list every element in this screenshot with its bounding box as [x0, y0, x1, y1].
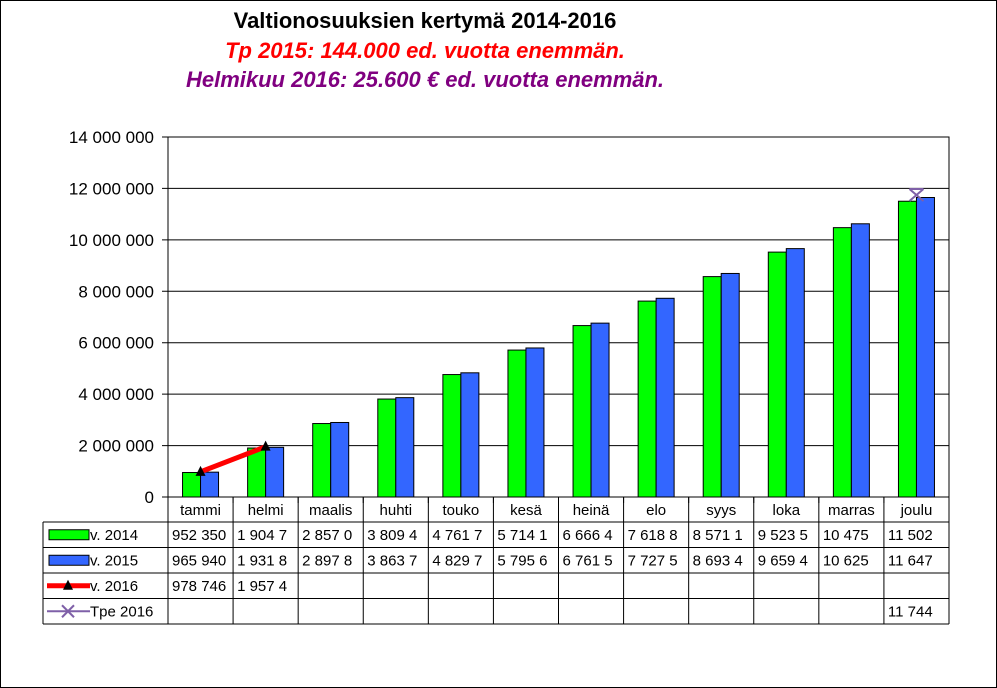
category-label: syys [706, 502, 736, 519]
table-cell: 5 714 1 [497, 527, 547, 544]
table-cell: 11 744 [888, 603, 933, 620]
bar [330, 421, 350, 498]
bar [702, 276, 722, 498]
category-label: helmi [248, 502, 284, 519]
y-tick-label: 10 000 000 [69, 231, 154, 250]
y-tick-label: 12 000 000 [69, 179, 154, 198]
table-cell: 7 618 8 [628, 527, 678, 544]
table-cell: 3 863 7 [367, 552, 417, 569]
bar [720, 272, 740, 498]
bar [395, 397, 415, 498]
table-cell: 6 761 5 [563, 552, 613, 569]
bar [460, 372, 480, 498]
table-cell: 9 659 4 [758, 552, 808, 569]
table-cell: 4 829 7 [432, 552, 482, 569]
bar [312, 423, 332, 498]
table-cell: 4 761 7 [432, 527, 482, 544]
table-cell: 1 904 7 [237, 527, 287, 544]
table-cell: 6 666 4 [563, 527, 613, 544]
table-cell: 8 693 4 [693, 552, 743, 569]
bar [265, 446, 285, 498]
legend-entry: v. 2015 [90, 552, 138, 569]
y-tick-label: 2 000 000 [78, 437, 154, 456]
category-label: elo [646, 502, 666, 519]
legend-entry: v. 2014 [90, 527, 138, 544]
category-label: kesä [510, 502, 542, 519]
category-label: joulu [900, 502, 933, 519]
table-cell: 8 571 1 [693, 527, 743, 544]
bar [442, 374, 462, 498]
table-cell: 952 350 [172, 527, 226, 544]
table-cell: 9 523 5 [758, 527, 808, 544]
category-label: tammi [180, 502, 221, 519]
legend-key [63, 579, 73, 590]
table-cell: 1 957 4 [237, 578, 287, 595]
table-cell: 965 940 [172, 552, 226, 569]
category-label: heinä [573, 502, 610, 519]
table-cell: 1 931 8 [237, 552, 287, 569]
bar [247, 447, 267, 498]
category-label: huhti [380, 502, 413, 519]
bar [655, 297, 675, 498]
category-label: marras [828, 502, 875, 519]
chart-subtitle-2015: Tp 2015: 144.000 ed. vuotta enemmän. [225, 38, 625, 63]
table-cell: 10 475 [823, 527, 869, 544]
table-cell: 2 857 0 [302, 527, 352, 544]
y-tick-label: 8 000 000 [78, 282, 154, 301]
bar [897, 200, 917, 498]
legend-entry: v. 2016 [90, 578, 138, 595]
bar [915, 197, 935, 498]
legend-key [48, 529, 90, 541]
data-table: tammi helmi maalis huhti touko kesä heinä elo sy… [42, 497, 950, 625]
bar [525, 347, 545, 498]
y-tick-label: 6 000 000 [78, 334, 154, 353]
y-tick-label: 14 000 000 [69, 128, 154, 147]
bar [850, 223, 870, 498]
chart-title: Valtionosuuksien kertymä 2014-2016 [233, 8, 617, 33]
bar [572, 325, 592, 498]
plot-area [167, 136, 950, 498]
category-label: loka [773, 502, 801, 519]
series-lines [195, 188, 925, 476]
table-cell: 10 625 [823, 552, 869, 569]
bar [507, 349, 527, 498]
bar [832, 227, 852, 498]
y-tick-label: 4 000 000 [78, 385, 154, 404]
bar [637, 300, 657, 498]
bar [182, 472, 202, 498]
legend-entry: Tpe 2016 [90, 603, 153, 620]
bar [767, 251, 787, 498]
table-cell: 2 897 8 [302, 552, 352, 569]
table-cell: 7 727 5 [628, 552, 678, 569]
y-axis: 0 2 000 000 4 000 000 6 000 000 8 000 000 10 … [69, 128, 154, 507]
point-marker [908, 188, 925, 202]
bar [785, 248, 805, 498]
bar [590, 322, 610, 498]
point-marker [195, 465, 206, 476]
table-cell: 11 647 [888, 552, 933, 569]
series-line [199, 444, 267, 475]
table-cell: 978 746 [172, 578, 226, 595]
chart-subtitle-2016: Helmikuu 2016: 25.600 € ed. vuotta enemm… [185, 67, 665, 92]
legend-key [61, 604, 75, 618]
bar [377, 398, 397, 498]
bars [182, 197, 935, 498]
table-cell: 11 502 [888, 527, 933, 544]
y-tick-label: 0 [145, 488, 154, 507]
point-marker [260, 440, 271, 451]
table-cell: 5 795 6 [497, 552, 547, 569]
legend-key [48, 554, 90, 566]
category-label: maalis [309, 502, 352, 519]
bar [200, 471, 220, 498]
table-cell: 3 809 4 [367, 527, 417, 544]
category-label: touko [443, 502, 480, 519]
